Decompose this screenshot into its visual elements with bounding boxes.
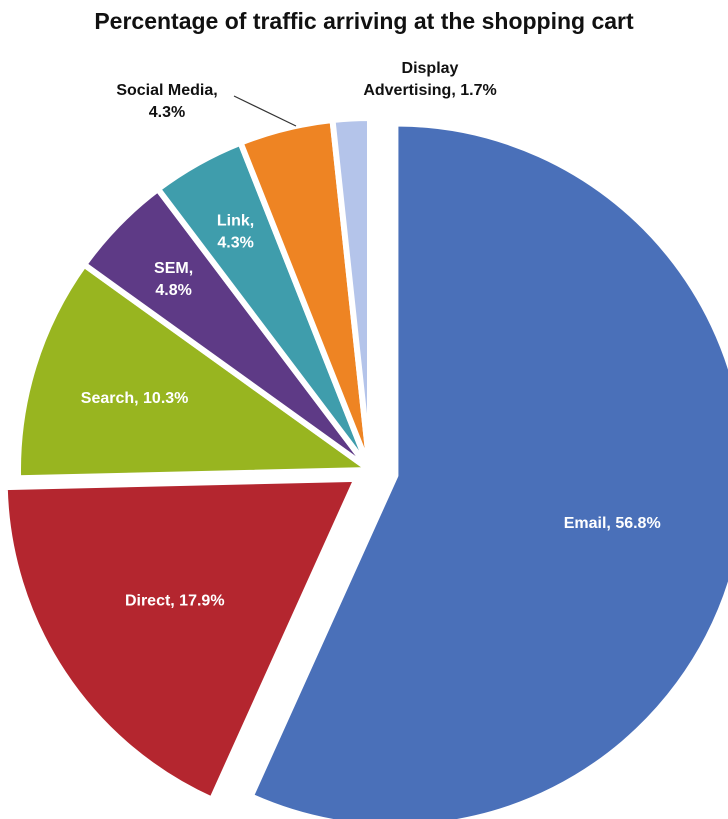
pie-slice-email (247, 120, 728, 819)
slice-label-direct: Direct, 17.9% (125, 592, 225, 609)
slice-label-link: Link, 4.3% (217, 213, 254, 252)
pie-slice-display-advertising (329, 115, 373, 473)
slice-label-display-advertising: Display Advertising, 1.7% (363, 60, 496, 99)
slice-label-sem: SEM, 4.8% (154, 260, 193, 299)
leader-line-social-media (233, 95, 297, 127)
slice-label-email: Email, 56.8% (564, 515, 661, 532)
slice-label-search: Search, 10.3% (81, 390, 189, 407)
pie-slice-search (15, 261, 373, 482)
slice-label-social-media: Social Media, 4.3% (116, 82, 217, 121)
chart-title: Percentage of traffic arriving at the sh… (94, 8, 634, 34)
leader-lines (233, 95, 297, 127)
slice-labels: Email, 56.8% Direct, 17.9% Search, 10.3% SE… (81, 60, 661, 609)
pie-slices (1, 115, 728, 819)
pie-slice-direct (1, 475, 360, 803)
